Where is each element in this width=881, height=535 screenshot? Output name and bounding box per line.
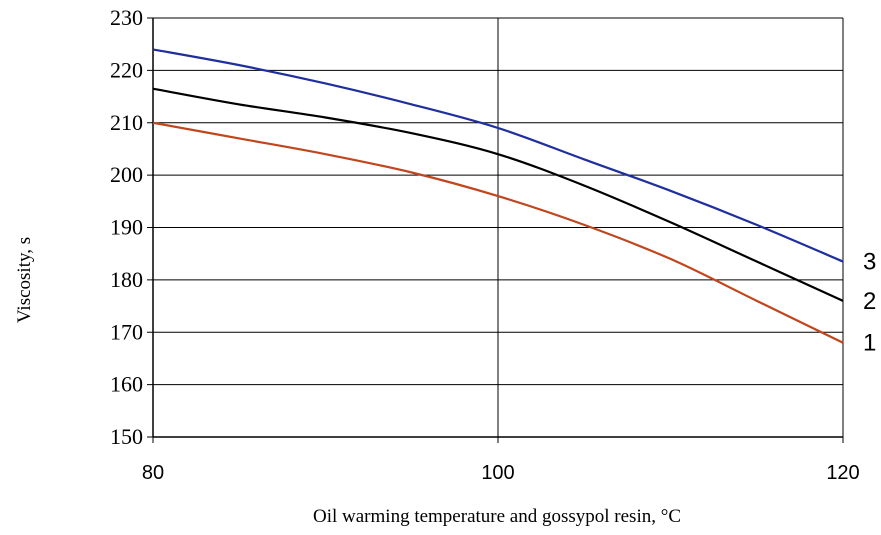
y-tick-label: 200 bbox=[110, 162, 143, 187]
y-tick-label: 190 bbox=[110, 215, 143, 240]
series-line-3 bbox=[152, 48, 844, 263]
y-tick-label: 230 bbox=[110, 5, 143, 30]
y-tick-label: 170 bbox=[110, 319, 143, 344]
y-tick-label: 150 bbox=[110, 424, 143, 449]
series-label-3: 3 bbox=[863, 249, 876, 276]
y-axis-ticks: 150 160 170 180 190 200 210 220 230 bbox=[110, 5, 153, 449]
y-axis-label: Viscosity, s bbox=[14, 237, 35, 323]
x-tick-label: 120 bbox=[826, 462, 859, 484]
grid-lines bbox=[152, 17, 844, 438]
x-axis-ticks: 80 100 120 bbox=[142, 437, 860, 484]
series-line-1 bbox=[152, 121, 844, 344]
y-tick-label: 210 bbox=[110, 110, 143, 135]
series-label-1: 1 bbox=[863, 330, 876, 357]
series-label-2: 2 bbox=[863, 288, 876, 315]
series-line-2 bbox=[152, 87, 844, 302]
y-tick-label: 180 bbox=[110, 267, 143, 292]
y-tick-label: 220 bbox=[110, 57, 143, 82]
x-tick-label: 100 bbox=[481, 462, 514, 484]
x-tick-label: 80 bbox=[142, 462, 164, 484]
x-axis-label: Oil warming temperature and gossypol res… bbox=[313, 506, 681, 527]
series-lines bbox=[152, 48, 844, 344]
y-tick-label: 160 bbox=[110, 372, 143, 397]
series-labels: 1 2 3 bbox=[863, 249, 876, 357]
